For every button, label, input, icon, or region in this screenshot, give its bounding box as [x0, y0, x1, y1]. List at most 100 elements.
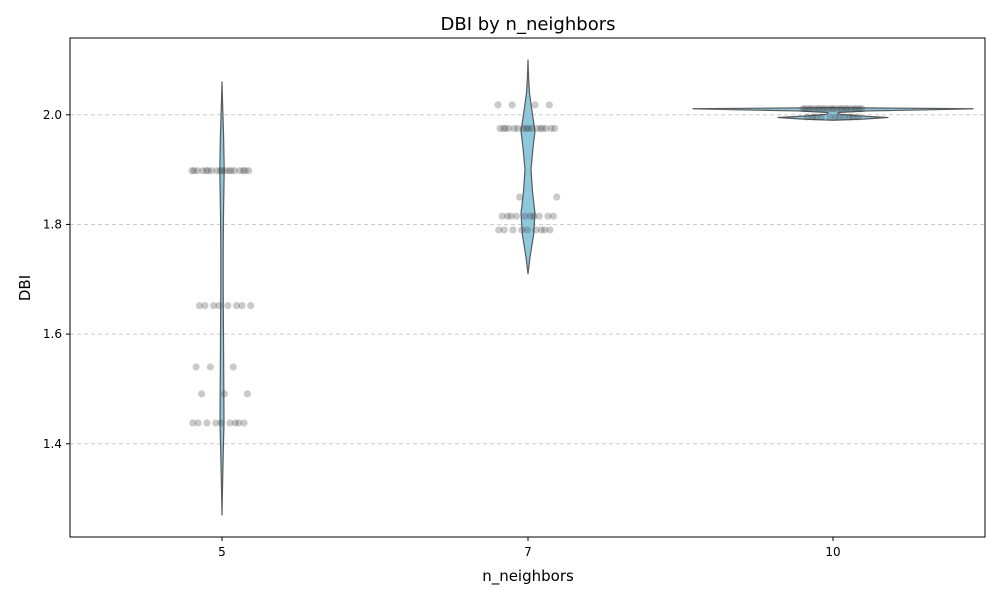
strip-point [212, 419, 220, 427]
strip-point [194, 419, 202, 427]
strip-point [531, 101, 539, 109]
strip-point [804, 105, 813, 113]
y-tick-label: 1.4 [43, 437, 62, 451]
strip-point [215, 302, 223, 310]
strip-point [547, 124, 555, 133]
strip-point [831, 113, 840, 121]
strip-point [835, 113, 843, 121]
strip-point [499, 124, 508, 133]
strip-point [240, 419, 248, 427]
strip-point [498, 212, 506, 220]
strip-point [812, 113, 820, 121]
strip-point [501, 124, 510, 133]
strip-point [530, 212, 538, 220]
strip-point [225, 167, 233, 175]
strip-point [537, 226, 545, 234]
strip-point [207, 167, 216, 175]
strip-point [803, 113, 811, 121]
point-layer [188, 101, 866, 427]
strip-point [509, 226, 517, 234]
strip-point [829, 105, 837, 113]
strip-point [551, 124, 559, 133]
strip-point [222, 167, 230, 175]
strip-point [808, 113, 817, 121]
strip-point [827, 105, 835, 113]
strip-point [516, 193, 524, 201]
strip-point [218, 167, 226, 175]
strip-point [821, 105, 829, 113]
strip-point [513, 124, 522, 133]
x-tick-label: 10 [825, 545, 840, 559]
strip-point [227, 167, 235, 175]
strip-point [238, 302, 246, 310]
strip-point [188, 167, 196, 175]
strip-point [201, 302, 209, 310]
strip-point [500, 226, 508, 234]
strip-point [818, 105, 827, 113]
strip-point [494, 101, 502, 109]
strip-point [507, 212, 515, 220]
strip-point [224, 302, 232, 310]
strip-point [496, 124, 504, 133]
chart-title: DBI by n_neighbors [441, 14, 616, 35]
strip-point [199, 167, 207, 175]
strip-point [216, 167, 224, 175]
x-axis-label: n_neighbors [482, 567, 574, 586]
strip-point [538, 124, 547, 133]
strip-point [815, 105, 823, 113]
strip-point [522, 124, 530, 133]
x-tick-label: 5 [218, 545, 226, 559]
strip-point [833, 105, 841, 113]
violin-layer [219, 59, 974, 516]
strip-point [533, 124, 541, 133]
strip-point [523, 226, 531, 234]
strip-point [801, 105, 809, 113]
strip-point [824, 105, 832, 113]
strip-point [813, 105, 821, 113]
strip-point [553, 193, 561, 201]
strip-point [220, 390, 229, 398]
strip-point [193, 167, 202, 175]
strip-point [536, 124, 545, 133]
x-tick-label: 7 [524, 545, 532, 559]
strip-point [203, 419, 211, 427]
strip-point [546, 226, 554, 234]
strip-point [230, 167, 239, 175]
strip-point [243, 390, 251, 398]
strip-point [524, 124, 532, 133]
y-tick-label: 1.6 [43, 327, 62, 341]
strip-point [217, 419, 225, 427]
strip-point [838, 105, 846, 113]
strip-point [195, 302, 204, 310]
strip-point [518, 226, 526, 234]
strip-point [840, 113, 848, 121]
strip-point [210, 302, 218, 310]
strip-point [541, 226, 549, 234]
strip-point [505, 124, 513, 133]
strip-point [528, 124, 536, 133]
strip-point [852, 105, 860, 113]
strip-point [247, 302, 255, 310]
strip-point [213, 167, 221, 175]
strip-point [841, 105, 850, 113]
strip-point [204, 167, 212, 175]
violin-5 [219, 81, 225, 516]
strip-point [849, 113, 857, 121]
strip-point [512, 212, 520, 220]
strip-point [843, 105, 852, 113]
strip-point [817, 113, 825, 121]
strip-point [232, 302, 241, 310]
strip-point [508, 101, 516, 109]
violin-7 [520, 59, 536, 275]
strip-point [206, 363, 214, 371]
strip-point [503, 212, 512, 220]
strip-point [850, 105, 858, 113]
strip-point [239, 167, 247, 175]
strip-point [521, 212, 529, 220]
y-tick-label: 2.0 [43, 108, 62, 122]
strip-point [856, 105, 864, 113]
violin-10 [692, 107, 974, 121]
strip-point [229, 363, 237, 371]
